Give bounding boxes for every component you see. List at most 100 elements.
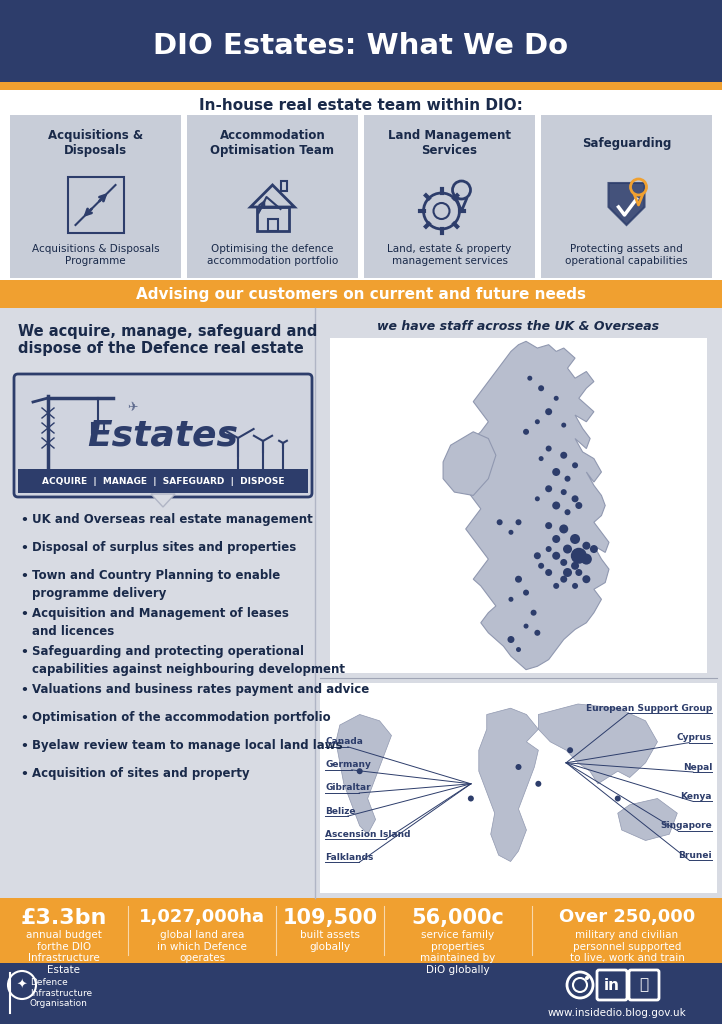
- Text: European Support Group: European Support Group: [586, 703, 712, 713]
- Circle shape: [585, 976, 589, 980]
- Circle shape: [545, 409, 552, 415]
- FancyBboxPatch shape: [10, 115, 181, 278]
- Circle shape: [552, 535, 560, 543]
- Circle shape: [560, 559, 567, 566]
- Text: 1,027,000ha: 1,027,000ha: [139, 908, 265, 926]
- FancyBboxPatch shape: [0, 0, 722, 88]
- FancyBboxPatch shape: [364, 115, 535, 278]
- Circle shape: [590, 545, 598, 553]
- Circle shape: [516, 647, 521, 652]
- Text: global land area
in which Defence
operates: global land area in which Defence operat…: [157, 930, 247, 964]
- Text: Optimising the defence
accommodation portfolio: Optimising the defence accommodation por…: [207, 244, 338, 266]
- Circle shape: [560, 575, 567, 583]
- Polygon shape: [479, 709, 539, 861]
- Text: •: •: [20, 768, 28, 781]
- Text: Defence
Infrastructure
Organisation: Defence Infrastructure Organisation: [30, 978, 92, 1008]
- Text: Kenya: Kenya: [681, 792, 712, 801]
- Text: military and civilian
personnel supported
to live, work and train: military and civilian personnel supporte…: [570, 930, 684, 964]
- FancyBboxPatch shape: [14, 374, 312, 497]
- Text: Valuations and business rates payment and advice: Valuations and business rates payment an…: [32, 683, 369, 696]
- Text: DIO Estates: What We Do: DIO Estates: What We Do: [154, 32, 568, 60]
- Circle shape: [538, 563, 544, 568]
- Circle shape: [571, 548, 587, 564]
- Circle shape: [535, 780, 542, 786]
- Text: We acquire, manage, safeguard and
dispose of the Defence real estate: We acquire, manage, safeguard and dispos…: [18, 324, 318, 356]
- Text: Optimisation of the accommodation portfolio: Optimisation of the accommodation portfo…: [32, 711, 331, 724]
- Text: Nepal: Nepal: [682, 763, 712, 771]
- Text: Disposal of surplus sites and properties: Disposal of surplus sites and properties: [32, 541, 296, 554]
- Circle shape: [497, 519, 503, 525]
- Text: •: •: [20, 514, 28, 527]
- Circle shape: [515, 575, 522, 583]
- Text: service family
properties
maintained by
DiO globally: service family properties maintained by …: [420, 930, 495, 975]
- Text: Accommodation
Optimisation Team: Accommodation Optimisation Team: [211, 129, 334, 157]
- Text: 🐦: 🐦: [640, 978, 648, 992]
- Text: Land, estate & property
management services: Land, estate & property management servi…: [388, 244, 512, 266]
- Circle shape: [552, 468, 560, 476]
- Circle shape: [561, 423, 566, 428]
- Text: Estates: Estates: [87, 419, 238, 453]
- Text: built assets
globally: built assets globally: [300, 930, 360, 951]
- Polygon shape: [539, 705, 658, 783]
- Text: •: •: [20, 542, 28, 555]
- Text: 109,500: 109,500: [282, 908, 378, 928]
- Text: •: •: [20, 608, 28, 621]
- FancyBboxPatch shape: [330, 338, 707, 673]
- Text: in: in: [604, 978, 620, 992]
- FancyBboxPatch shape: [187, 115, 358, 278]
- Text: ✈: ✈: [128, 401, 138, 415]
- Text: •: •: [20, 684, 28, 697]
- Text: Singapore: Singapore: [660, 821, 712, 830]
- Text: •: •: [20, 740, 28, 753]
- Circle shape: [572, 583, 578, 589]
- FancyBboxPatch shape: [18, 469, 308, 493]
- Text: Safeguarding: Safeguarding: [582, 136, 671, 150]
- Circle shape: [563, 545, 572, 554]
- Polygon shape: [443, 432, 496, 496]
- Text: Acquisitions &
Disposals: Acquisitions & Disposals: [48, 129, 143, 157]
- Circle shape: [357, 768, 362, 774]
- Circle shape: [534, 630, 540, 636]
- Text: Belize: Belize: [325, 807, 355, 815]
- Circle shape: [560, 452, 567, 459]
- FancyBboxPatch shape: [0, 308, 722, 898]
- Circle shape: [552, 552, 560, 560]
- Text: £3.3bn: £3.3bn: [21, 908, 107, 928]
- Text: Brunei: Brunei: [679, 851, 712, 860]
- Circle shape: [538, 385, 544, 391]
- Circle shape: [523, 429, 529, 435]
- Circle shape: [468, 796, 474, 802]
- Text: Land Management
Services: Land Management Services: [388, 129, 511, 157]
- Text: Safeguarding and protecting operational: Safeguarding and protecting operational: [32, 645, 304, 658]
- Text: Falklands: Falklands: [325, 853, 373, 862]
- Circle shape: [581, 554, 592, 564]
- Text: Protecting assets and
operational capabilities: Protecting assets and operational capabi…: [565, 244, 688, 266]
- Circle shape: [575, 569, 583, 575]
- Circle shape: [554, 396, 559, 400]
- Text: UK and Overseas real estate management: UK and Overseas real estate management: [32, 513, 313, 526]
- Circle shape: [527, 376, 532, 381]
- Polygon shape: [466, 341, 609, 670]
- Circle shape: [546, 445, 552, 452]
- Circle shape: [560, 524, 568, 534]
- FancyBboxPatch shape: [541, 115, 712, 278]
- Circle shape: [531, 609, 536, 615]
- Text: and licences: and licences: [32, 625, 114, 638]
- FancyBboxPatch shape: [0, 82, 722, 90]
- Circle shape: [508, 597, 513, 602]
- Circle shape: [583, 575, 591, 584]
- Polygon shape: [618, 799, 677, 841]
- Polygon shape: [151, 494, 175, 507]
- Circle shape: [571, 562, 579, 569]
- Circle shape: [572, 462, 578, 468]
- Polygon shape: [336, 715, 391, 835]
- Text: •: •: [20, 712, 28, 725]
- Circle shape: [552, 502, 560, 510]
- Circle shape: [572, 496, 578, 503]
- Circle shape: [565, 476, 570, 481]
- Text: ✦: ✦: [17, 979, 27, 991]
- Circle shape: [546, 546, 552, 552]
- Circle shape: [565, 509, 570, 515]
- Text: 56,000c: 56,000c: [412, 908, 505, 928]
- Circle shape: [575, 502, 583, 509]
